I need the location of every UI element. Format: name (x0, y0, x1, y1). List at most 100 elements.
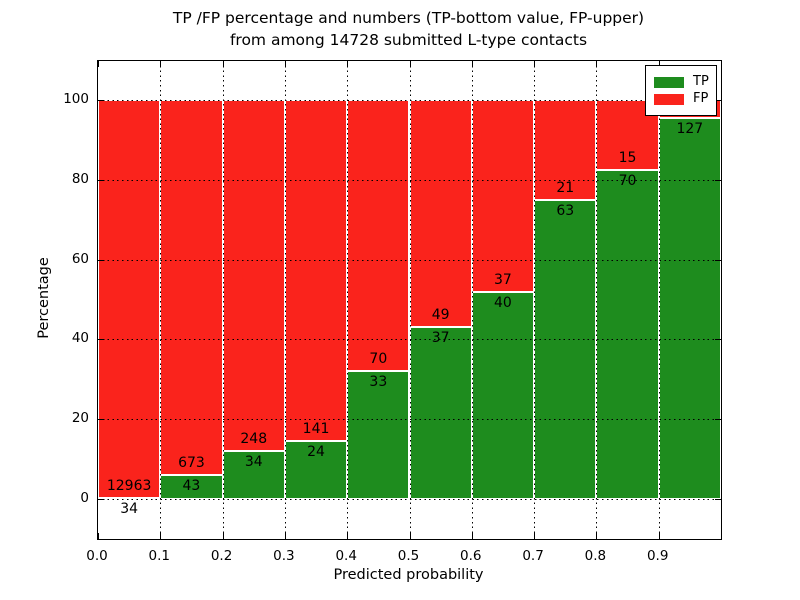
bar-segment-tp (347, 371, 410, 499)
y-tick-mark (98, 100, 104, 101)
y-tick-mark (98, 259, 104, 261)
vertical-gridline (284, 61, 286, 539)
x-tick-mark (222, 61, 224, 67)
vertical-gridline (534, 61, 536, 539)
y-tick-mark (715, 339, 721, 341)
bar-segment-tp (658, 117, 721, 499)
y-tick-mark (98, 419, 104, 421)
y-tick-label: 20 (71, 410, 89, 427)
legend-entry-tp: TP (654, 75, 709, 89)
x-tick-mark (347, 533, 349, 539)
x-tick-mark (160, 61, 162, 67)
bar-segment-fp (409, 100, 472, 328)
x-tick-mark (596, 533, 598, 539)
y-tick-label: 60 (71, 250, 89, 267)
vertical-gridline (347, 61, 349, 539)
bar-segment-fp (471, 100, 535, 292)
bar-segment-tp (534, 199, 597, 499)
bar-segment-fp (160, 100, 223, 476)
fp-color-swatch-icon (654, 93, 684, 105)
y-tick-mark (715, 499, 721, 500)
fp-count-label: 248 (240, 430, 268, 447)
x-tick-mark (98, 533, 99, 539)
y-tick-mark (715, 179, 721, 181)
fp-count-label: 21 (556, 179, 575, 196)
fp-count-label: 70 (369, 351, 388, 368)
x-tick-mark (658, 533, 660, 539)
fp-count-label: 15 (618, 150, 637, 167)
horizontal-gridline (98, 100, 721, 101)
y-tick-mark (98, 339, 104, 341)
tp-count-label: 43 (182, 478, 201, 495)
x-tick-label: 0.4 (335, 548, 357, 564)
x-tick-mark (534, 533, 536, 539)
x-tick-mark (658, 61, 660, 67)
chart-title-line2: from among 14728 submitted L-type contac… (229, 31, 588, 49)
fp-count-label: 12963 (106, 477, 152, 494)
x-tick-label: 0.9 (646, 548, 669, 564)
bar-segment-tp (471, 291, 535, 499)
vertical-gridline (658, 61, 660, 539)
vertical-gridline (160, 61, 162, 539)
bar-segment-fp (222, 100, 285, 451)
x-tick-label: 0.8 (584, 548, 607, 564)
tp-count-label: 63 (556, 202, 575, 219)
plot-area: 12963 34 673 43 248 34 141 24 70 33 49 37 37 40 21 63 15… (97, 60, 722, 540)
x-tick-mark (596, 61, 598, 67)
x-tick-mark (160, 533, 162, 539)
fp-count-label: 49 (431, 307, 450, 324)
tp-color-swatch-icon (654, 76, 684, 88)
tp-count-label: 37 (431, 330, 450, 347)
vertical-gridline (596, 61, 598, 539)
legend-label-tp: TP (693, 74, 709, 89)
legend-entry-fp: FP (654, 92, 709, 106)
vertical-gridline (222, 61, 224, 539)
x-tick-mark (347, 61, 349, 67)
y-tick-label: 40 (71, 330, 89, 347)
horizontal-gridline (98, 179, 721, 181)
y-tick-label: 100 (63, 91, 89, 107)
fp-count-label: 37 (494, 271, 512, 288)
x-tick-mark (409, 533, 411, 539)
x-tick-label: 0.2 (210, 548, 233, 564)
legend: TP FP (645, 65, 717, 116)
horizontal-gridline (98, 339, 721, 341)
tp-count-label: 34 (244, 453, 263, 470)
x-tick-label: 0.5 (397, 548, 420, 564)
x-tick-label: 0.6 (460, 548, 482, 564)
x-tick-label: 0.3 (273, 548, 295, 564)
y-tick-mark (715, 259, 721, 261)
legend-label-fp: FP (693, 91, 709, 106)
tp-count-label: 127 (676, 120, 704, 137)
x-tick-mark (471, 61, 473, 67)
x-tick-mark (284, 533, 286, 539)
fp-count-label: 673 (178, 455, 205, 472)
bar-segment-tp (409, 327, 472, 499)
x-tick-mark (471, 533, 473, 539)
x-tick-mark (98, 61, 99, 67)
bar-segment-fp (347, 100, 410, 372)
tp-count-label: 33 (369, 374, 388, 391)
vertical-gridline (471, 61, 473, 539)
bar-segment-tp (222, 450, 285, 499)
x-tick-mark (409, 61, 411, 67)
x-tick-label: 0.7 (522, 548, 544, 564)
x-tick-mark (284, 61, 286, 67)
x-tick-mark (222, 533, 224, 539)
y-tick-mark (98, 499, 104, 500)
y-tick-label: 0 (80, 490, 89, 506)
x-tick-mark (534, 61, 536, 67)
fp-count-label: 141 (302, 421, 330, 438)
bar-segment-tp (596, 170, 659, 499)
y-tick-mark (98, 179, 104, 181)
y-axis-label: Percentage (36, 257, 52, 339)
horizontal-gridline (98, 259, 721, 261)
y-tick-mark (715, 419, 721, 421)
tp-count-label: 40 (494, 294, 512, 311)
bar-segment-fp (284, 100, 348, 442)
bar-segment-fp (98, 100, 161, 498)
horizontal-gridline (98, 419, 721, 421)
x-tick-label: 0.1 (148, 548, 171, 564)
chart-title-line1: TP /FP percentage and numbers (TP-bottom… (172, 9, 645, 27)
